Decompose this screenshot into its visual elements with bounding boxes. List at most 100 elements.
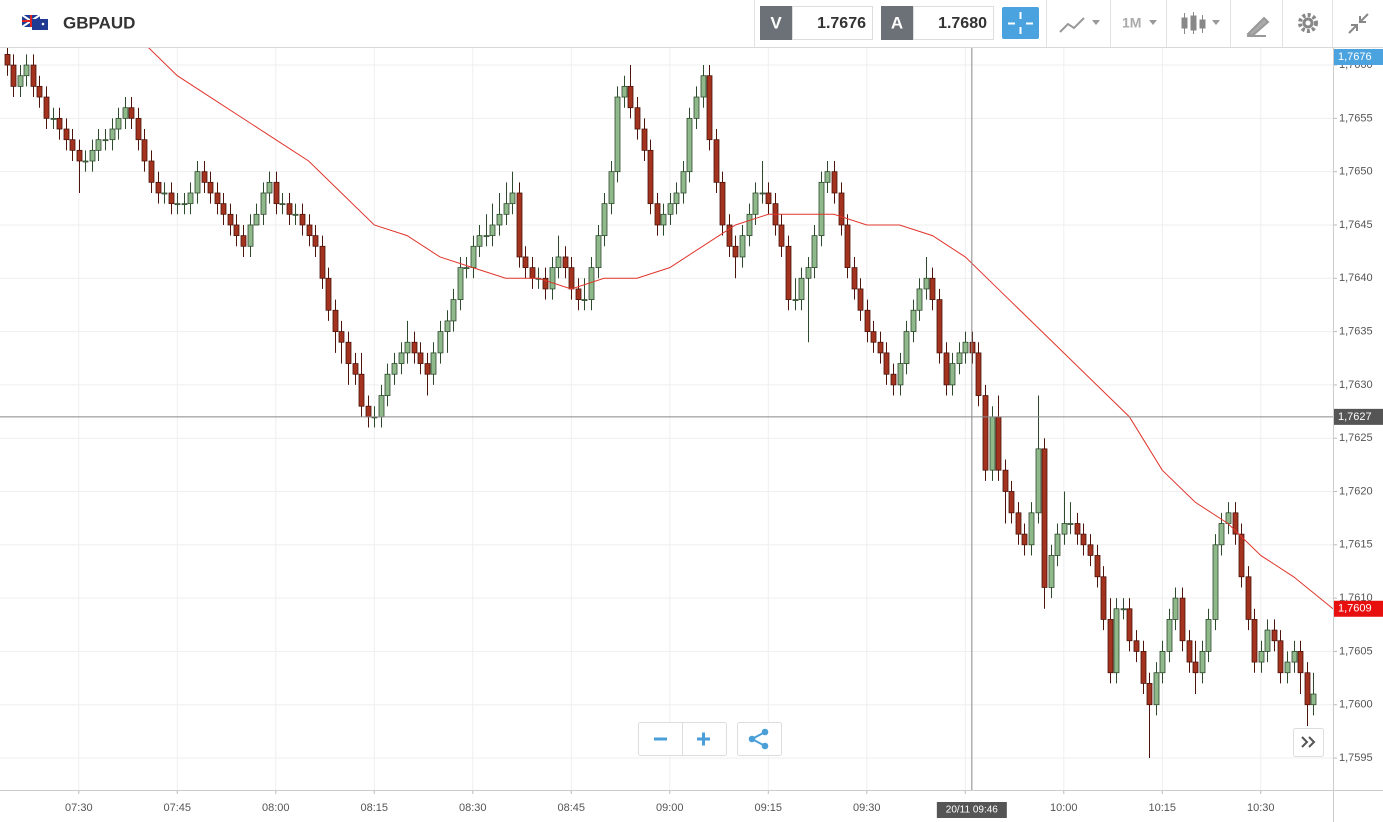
candle-body: [247, 224, 254, 247]
candle-body: [398, 352, 405, 364]
crosshair-button[interactable]: [1002, 7, 1039, 39]
candle-body: [1264, 629, 1271, 652]
ask-box[interactable]: [913, 6, 994, 40]
candle-body: [325, 277, 332, 311]
candle-body: [43, 96, 50, 119]
candle-body: [338, 331, 345, 343]
candle-body: [266, 181, 273, 194]
candle-body: [614, 96, 621, 173]
candle-body: [660, 213, 667, 226]
candle-body: [424, 363, 431, 375]
candle-body: [273, 181, 280, 205]
candle-body: [214, 192, 221, 205]
candle-body: [417, 352, 424, 364]
candle-body: [1008, 491, 1015, 514]
settings-icon[interactable]: [1298, 13, 1318, 33]
candle-body: [69, 139, 76, 151]
plot-area: 1,75951,76001,76051,76101,76151,76201,76…: [0, 48, 1383, 822]
candle-body: [864, 309, 871, 332]
candle-body: [450, 299, 457, 322]
candle-body: [673, 192, 680, 205]
share-icon: [748, 728, 769, 750]
candle-body: [437, 331, 444, 354]
candle-body: [23, 64, 30, 77]
candle-body: [700, 75, 707, 98]
dropdown-arrow: [1092, 20, 1100, 25]
candle-body: [1094, 555, 1101, 578]
x-tick-label: 10:00: [1050, 802, 1078, 814]
candle-body: [608, 171, 615, 205]
candle-body: [76, 149, 83, 162]
candle-body: [1238, 533, 1245, 578]
x-tick-label: 08:15: [361, 802, 389, 814]
candle-body: [115, 117, 122, 130]
candle-body: [824, 171, 831, 183]
x-tick-label: 08:30: [459, 802, 487, 814]
ask-tag-box[interactable]: [881, 6, 913, 40]
candle-body: [956, 352, 963, 364]
candle-body: [713, 139, 720, 183]
candle-body: [1205, 619, 1212, 652]
timeframe[interactable]: 1M: [1122, 15, 1141, 31]
candle-body: [1074, 523, 1081, 535]
candle-body: [1002, 469, 1009, 492]
candle-body: [929, 277, 936, 300]
candle-body: [174, 203, 181, 206]
candle-body: [306, 224, 313, 237]
share-box[interactable]: [737, 722, 782, 756]
candle-body: [352, 363, 359, 375]
candle-body: [128, 107, 135, 119]
candle-body: [345, 341, 352, 364]
candle-body: [470, 245, 477, 269]
x-tick-label: 09:00: [656, 802, 684, 814]
collapse-icon[interactable]: [1348, 13, 1369, 34]
candle-body: [1310, 693, 1317, 706]
candle-body: [982, 395, 989, 471]
candle-body: [95, 139, 102, 151]
bid-price-tag: 1,7676: [1338, 51, 1372, 63]
candle-body: [404, 341, 411, 354]
candle-body: [50, 117, 57, 120]
candle-body: [260, 192, 267, 215]
bid-price: 1.7676: [817, 15, 866, 32]
candle-body: [63, 128, 70, 141]
candle-body: [693, 96, 700, 119]
candle-body: [181, 203, 188, 206]
candle-body: [286, 203, 293, 215]
candle-body: [1080, 533, 1087, 546]
candle-body: [463, 267, 470, 270]
candle-body: [785, 245, 792, 300]
candle-body: [56, 117, 63, 130]
zoom-in[interactable]: [697, 732, 710, 746]
candle-body: [1297, 651, 1304, 674]
candle-body: [483, 235, 490, 238]
candle-body: [1304, 672, 1311, 706]
scroll-right-button[interactable]: [1293, 728, 1324, 757]
candle-body: [851, 267, 858, 290]
candle-body: [82, 160, 89, 163]
draw-icon[interactable]: [1246, 16, 1270, 38]
candle-body: [161, 192, 168, 195]
crosshair-icon: [1008, 12, 1033, 34]
chart-type-icon[interactable]: [1059, 17, 1085, 33]
bid-tag-box[interactable]: [760, 6, 792, 40]
candle-body: [1172, 597, 1179, 620]
candle-body: [568, 267, 575, 290]
candle-body: [430, 352, 437, 375]
candle-body: [844, 224, 851, 269]
y-tick-label: 1,7650: [1339, 166, 1373, 178]
candle-body: [516, 192, 523, 258]
ask-label: A: [891, 13, 903, 32]
candle-body: [1061, 523, 1068, 535]
x-tick-label: 08:00: [262, 802, 290, 814]
candles-icon[interactable]: [1181, 12, 1206, 34]
x-tick-label: 09:15: [755, 802, 783, 814]
candle-body: [1258, 651, 1265, 663]
bid-box[interactable]: [792, 6, 873, 40]
y-tick-label: 1,7635: [1339, 325, 1373, 337]
candle-body: [949, 363, 956, 386]
ask-price: 1.7680: [938, 15, 987, 32]
candle-body: [732, 245, 739, 258]
candle-body: [253, 213, 260, 226]
candle-body: [319, 245, 326, 279]
